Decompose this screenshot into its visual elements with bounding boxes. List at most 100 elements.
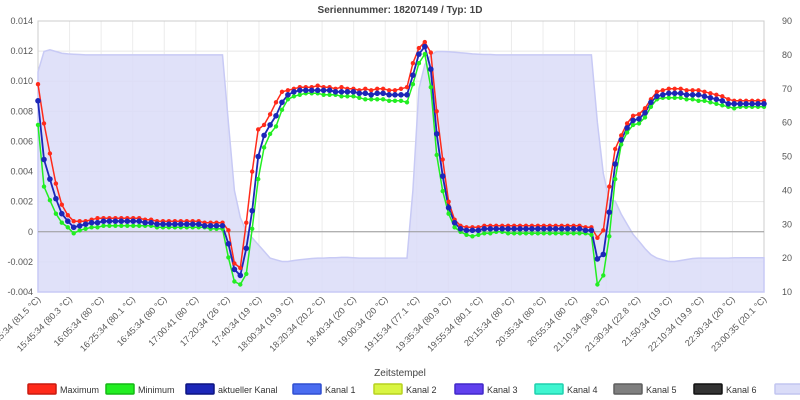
data-point-maximum [71,219,76,224]
data-point-aktueller-kanal [148,219,154,226]
data-point-minimum [624,130,630,135]
data-point-maximum [41,121,47,126]
data-point-minimum [428,85,433,90]
x-tick-label: 23:00:35 (20.1 °C) [709,294,768,353]
data-point-aktueller-kanal [660,92,666,98]
data-point-minimum [279,107,285,113]
data-point-aktueller-kanal [636,116,642,122]
data-point-minimum [113,223,118,228]
data-point-aktueller-kanal [255,153,261,160]
data-point-aktueller-kanal [511,226,517,232]
data-point-minimum [690,97,695,102]
data-point-minimum [250,226,255,231]
data-point-maximum [642,106,648,111]
data-point-minimum [464,232,469,237]
data-point-minimum [35,122,41,128]
data-point-aktueller-kanal [279,99,285,106]
y2-axis-ticks: 90 80 70 60 50 40 30 20 10 [782,16,792,297]
data-point-maximum [380,86,386,92]
data-point-maximum [636,112,642,117]
data-point-aktueller-kanal [195,221,202,227]
x-tick-label: 16:25:34 (80.1 °C) [78,294,137,353]
x-axis-ticks: 15:25:34 (81.5 °C)15:45:34 (80.3 °C)16:0… [0,294,768,353]
y2-tick-label: 50 [782,152,792,162]
y-tick-label: 0.006 [10,136,33,146]
y2-tick-label: 90 [782,16,792,26]
y2-tick-label: 30 [782,219,792,229]
data-point-minimum [392,98,398,104]
data-point-minimum [714,101,719,107]
data-point-aktueller-kanal [350,89,357,95]
data-point-minimum [83,226,88,231]
data-point-minimum [119,223,124,228]
data-point-minimum [232,279,237,284]
legend-label: Kanal 6 [726,385,757,395]
data-point-aktueller-kanal [392,92,398,98]
data-point-aktueller-kanal [499,226,506,232]
data-point-minimum [547,231,552,236]
data-point-minimum [244,271,249,277]
y-tick-label: 0.014 [10,16,33,26]
data-point-minimum [77,228,82,233]
data-point-minimum [529,231,535,236]
legend-item-kanal-6: Kanal 6 [693,383,757,395]
data-point-minimum [238,282,243,287]
data-point-aktueller-kanal [451,219,458,226]
temp-area [37,49,765,293]
data-point-minimum [559,231,564,236]
data-point-aktueller-kanal [356,90,363,97]
data-point-maximum [226,228,231,233]
data-point-minimum [613,176,618,182]
data-point-aktueller-kanal [219,223,226,229]
data-point-maximum [47,151,53,156]
data-point-minimum [732,106,737,111]
data-point-minimum [589,232,594,237]
data-point-aktueller-kanal [439,173,446,179]
data-point-minimum [434,152,439,158]
data-point-aktueller-kanal [213,223,220,229]
data-point-aktueller-kanal [41,156,47,163]
data-point-aktueller-kanal [737,101,743,107]
data-point-aktueller-kanal [285,92,291,98]
data-point-maximum [726,97,731,102]
data-point-maximum [267,112,273,117]
data-point-minimum [404,100,410,105]
data-point-aktueller-kanal [344,89,351,95]
legend-item-aktueller-kanal: aktueller Kanal [185,383,278,395]
data-point-maximum [273,100,279,105]
data-point-aktueller-kanal [320,87,327,94]
data-point-maximum [339,85,344,90]
data-point-minimum [672,95,677,101]
data-point-maximum [684,88,689,93]
legend-item-kanal-3: Kanal 3 [454,383,518,395]
data-point-minimum [476,232,481,237]
data-point-minimum [53,211,59,216]
data-point-aktueller-kanal [475,227,482,234]
x-axis-label: Zeitstempel [374,368,426,379]
data-point-minimum [482,231,487,236]
data-point-maximum [95,216,100,221]
data-point-minimum [339,94,344,99]
data-point-aktueller-kanal [713,96,720,103]
data-point-aktueller-kanal [624,125,630,131]
y-tick-label: 0.008 [10,106,33,116]
data-point-maximum [672,86,677,92]
data-point-aktueller-kanal [457,226,464,232]
data-point-maximum [690,88,695,93]
x-tick-label: 21:10:34 (36.8 °C) [551,294,610,353]
legend-item-kanal-4: Kanal 4 [534,383,598,395]
data-point-minimum [511,231,517,236]
x-tick-label: 18:20:34 (20.2 °C) [267,294,326,353]
data-point-aktueller-kanal [76,223,83,229]
data-point-maximum [250,169,255,174]
data-point-aktueller-kanal [618,137,624,143]
data-point-aktueller-kanal [630,117,636,124]
data-point-minimum [386,98,392,104]
data-point-maximum [35,82,41,87]
data-point-maximum [434,109,439,114]
legend-label: Kanal 3 [487,385,518,395]
data-point-minimum [440,188,445,194]
data-point-aktueller-kanal [594,256,601,262]
data-point-aktueller-kanal [463,227,470,234]
